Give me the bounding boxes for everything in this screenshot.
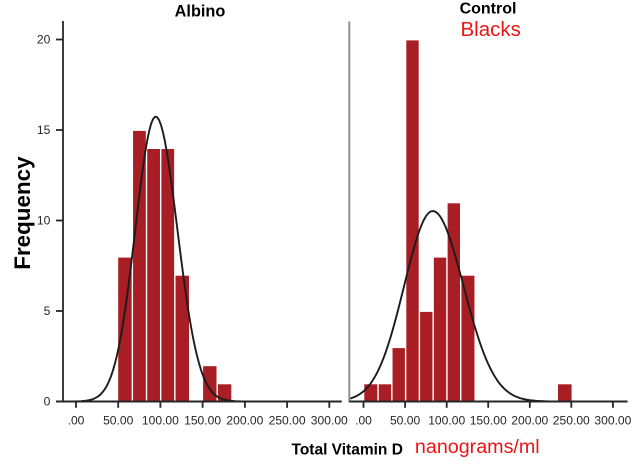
svg-text:250.00: 250.00	[553, 413, 590, 427]
svg-text:nanograms/ml: nanograms/ml	[415, 436, 540, 458]
svg-text:50.00: 50.00	[390, 413, 421, 427]
svg-text:300.00: 300.00	[594, 413, 631, 427]
svg-text:5: 5	[44, 304, 51, 318]
svg-text:250.00: 250.00	[269, 413, 306, 427]
svg-text:200.00: 200.00	[511, 413, 548, 427]
svg-text:20: 20	[37, 33, 51, 47]
svg-text:.00: .00	[68, 413, 85, 427]
svg-text:Total Vitamin D: Total Vitamin D	[292, 441, 403, 458]
svg-text:Control: Control	[460, 1, 517, 18]
svg-text:150.00: 150.00	[470, 413, 507, 427]
svg-text:15: 15	[37, 123, 51, 137]
svg-text:Frequency: Frequency	[10, 156, 35, 270]
svg-text:300.00: 300.00	[311, 413, 348, 427]
svg-text:150.00: 150.00	[184, 413, 221, 427]
svg-text:50.00: 50.00	[103, 413, 134, 427]
svg-text:10: 10	[37, 214, 51, 228]
svg-text:.00: .00	[355, 413, 372, 427]
svg-text:100.00: 100.00	[428, 413, 465, 427]
svg-text:0: 0	[44, 395, 51, 409]
svg-text:100.00: 100.00	[142, 413, 179, 427]
svg-text:Blacks: Blacks	[461, 18, 521, 41]
svg-text:200.00: 200.00	[226, 413, 263, 427]
svg-text:Albino: Albino	[175, 3, 226, 21]
